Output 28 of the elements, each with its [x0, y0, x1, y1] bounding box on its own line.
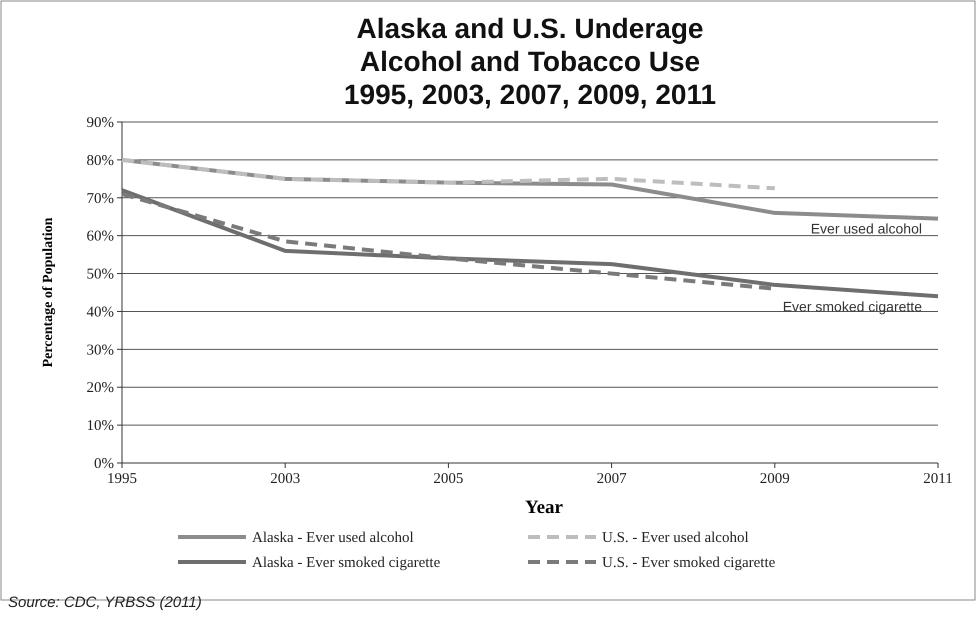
x-tick-label: 2011 [923, 471, 953, 487]
x-tick-label: 2005 [433, 471, 464, 487]
legend-label: Alaska - Ever used alcohol [252, 530, 414, 546]
annotation: Ever smoked cigarette [782, 298, 922, 314]
y-tick-label: 0% [94, 456, 114, 472]
y-tick-label: 80% [86, 152, 114, 169]
y-tick-label: 60% [86, 228, 114, 245]
legend-label: U.S. - Ever smoked cigarette [602, 555, 776, 571]
legend-label: Alaska - Ever smoked cigarette [252, 555, 441, 571]
y-tick-label: 30% [86, 342, 114, 358]
line-series [120, 188, 940, 298]
x-tick-label: 2007 [596, 471, 628, 487]
source-note: Source: CDC, YRBSS (2011) [8, 594, 202, 611]
x-tick-label: 2009 [760, 471, 790, 487]
chart-title: Alaska and U.S. Underage Alcohol and Tobacco Use 1995, 2003, 2007, 2009, 2011 [344, 13, 716, 110]
y-tick-label: 10% [86, 418, 114, 434]
line-series [120, 158, 777, 190]
x-tick-label: 1995 [107, 471, 137, 487]
y-tick-label: 20% [86, 380, 114, 396]
legend-label: U.S. - Ever used alcohol [602, 530, 749, 546]
y-tick-label: 70% [86, 190, 114, 207]
x-axis-title: Year [525, 497, 564, 518]
y-tick-label: 40% [86, 304, 114, 320]
y-tick-label: 50% [86, 266, 114, 283]
annotation: Ever used alcohol [810, 220, 922, 237]
x-tick-label: 2003 [270, 471, 300, 487]
y-axis-title: Percentage of Population [41, 217, 56, 368]
y-tick-label: 90% [86, 115, 114, 131]
